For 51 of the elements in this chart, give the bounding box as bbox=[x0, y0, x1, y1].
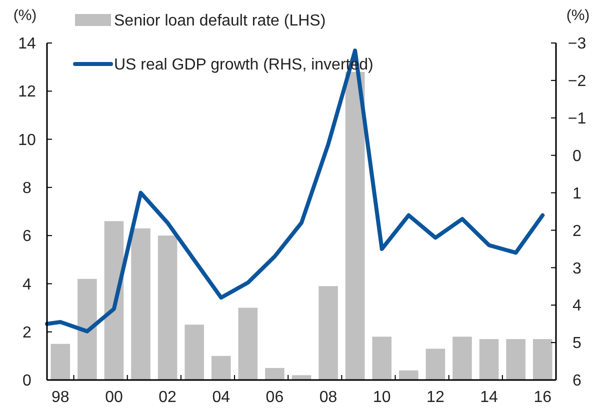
y-tick-label: 0 bbox=[22, 372, 32, 390]
y-tick-label: 2 bbox=[22, 324, 32, 342]
x-tick-label: 16 bbox=[534, 389, 552, 406]
bar bbox=[158, 236, 178, 380]
bar bbox=[506, 339, 526, 380]
y2-tick-label: −1 bbox=[568, 110, 586, 128]
y2-tick-label: −3 bbox=[568, 36, 586, 53]
y2-axis-title: (%) bbox=[566, 7, 590, 24]
bar bbox=[452, 336, 472, 380]
bar bbox=[265, 368, 284, 380]
y2-tick-label: −2 bbox=[568, 73, 586, 90]
y-tick-label: 4 bbox=[22, 276, 32, 294]
y2-tick-label: 6 bbox=[572, 372, 582, 390]
y2-tick-label: 2 bbox=[572, 222, 582, 240]
bar bbox=[345, 72, 365, 380]
y2-tick-label: 5 bbox=[572, 335, 582, 352]
bar bbox=[104, 221, 124, 380]
x-tick-label: 10 bbox=[372, 389, 391, 406]
x-tick-label: 06 bbox=[266, 389, 284, 406]
bar bbox=[318, 286, 338, 380]
x-tick-label: 12 bbox=[426, 389, 444, 406]
bar bbox=[211, 356, 231, 380]
x-tick-label: 02 bbox=[158, 389, 177, 406]
y-tick-label: 8 bbox=[22, 180, 32, 198]
bar bbox=[131, 228, 150, 380]
x-tick-label: 00 bbox=[105, 389, 123, 406]
y-tick-label: 10 bbox=[18, 132, 36, 149]
bar bbox=[426, 348, 446, 380]
y-tick-label: 6 bbox=[22, 228, 32, 246]
x-tick-label: 98 bbox=[51, 389, 70, 406]
y2-tick-label: 1 bbox=[572, 185, 582, 202]
bar bbox=[479, 339, 499, 380]
y-axis-title: (%) bbox=[13, 7, 37, 24]
line-series bbox=[45, 48, 545, 334]
bar bbox=[238, 308, 258, 380]
bar bbox=[399, 370, 418, 380]
y2-tick-label: 3 bbox=[572, 260, 582, 278]
bar bbox=[50, 344, 70, 380]
y2-tick-label: 0 bbox=[572, 148, 582, 165]
bar bbox=[292, 375, 312, 380]
x-tick-label: 04 bbox=[212, 389, 230, 406]
bar bbox=[372, 336, 392, 380]
x-tick-label: 08 bbox=[319, 389, 338, 406]
y-tick-label: 12 bbox=[18, 84, 36, 101]
y-tick-label: 14 bbox=[18, 36, 36, 53]
y2-tick-label: 4 bbox=[572, 298, 582, 315]
legend-label: Senior loan default rate (LHS) bbox=[114, 12, 326, 30]
bar bbox=[78, 278, 97, 380]
bar bbox=[532, 339, 552, 380]
bar bbox=[184, 324, 204, 380]
x-tick-label: 14 bbox=[480, 389, 498, 406]
